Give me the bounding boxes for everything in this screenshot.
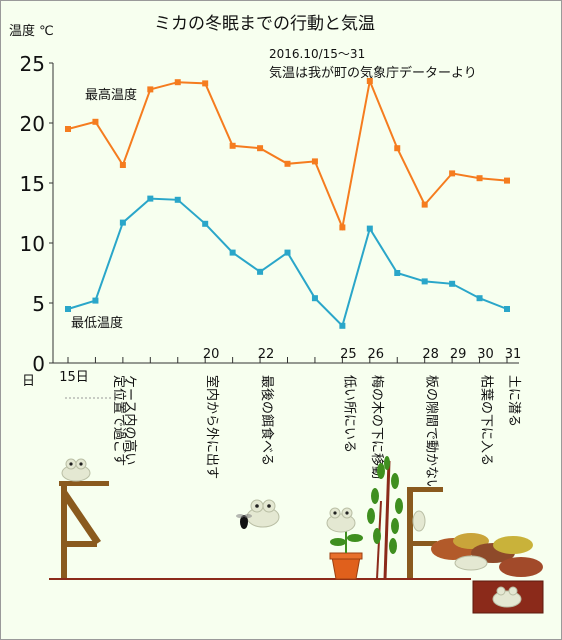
data-point [339, 322, 346, 329]
data-point [284, 249, 291, 256]
x-axis-label: 日 [22, 374, 35, 389]
y-tick-label: 25 [20, 52, 45, 76]
series-label: 最低温度 [71, 315, 123, 331]
data-point [366, 225, 373, 232]
y-tick-label: 0 [32, 352, 45, 376]
x-day-label: 29 [450, 347, 467, 362]
data-point [174, 79, 181, 86]
data-point [92, 297, 99, 304]
annotation-label: 室内から外に出す [204, 375, 220, 479]
data-point [394, 145, 401, 152]
data-point [147, 195, 154, 202]
source-note: 気温は我が町の気象庁データーより [269, 65, 477, 81]
frog-eating-icon [246, 499, 280, 528]
data-point [311, 295, 318, 302]
data-point [284, 160, 291, 167]
y-tick-label: 15 [20, 172, 45, 196]
data-point [311, 158, 318, 165]
data-point [366, 78, 373, 84]
annotation-label: 土に潜る [506, 375, 521, 427]
data-point [476, 175, 483, 182]
bug-icon [236, 514, 252, 529]
data-point [449, 280, 456, 287]
x-day-label: 30 [477, 347, 494, 362]
plum-tree-icon [367, 456, 403, 580]
soil-box-icon [472, 580, 544, 614]
period-note: 2016.10/15〜31 [269, 47, 365, 61]
annotation-label: 定位置で過ごす [111, 375, 127, 466]
wooden-shelf-illustration [59, 481, 109, 578]
annotation-label: ケース内の高い [122, 375, 138, 465]
data-point [257, 145, 264, 152]
data-point [504, 177, 510, 184]
chart-title: ミカの冬眠までの行動と気温 [154, 14, 375, 34]
annotation-label: 枯葉の下に入る [479, 375, 494, 466]
x-day-label: 22 [258, 347, 275, 362]
frog-on-plant-icon [326, 507, 356, 533]
data-point [65, 306, 71, 312]
data-point [421, 278, 428, 285]
annotation-label: 梅の木の下に移動 [369, 375, 384, 479]
series-line-min [67, 197, 508, 328]
annotation-label: 低い所にいる [341, 375, 356, 453]
data-point [229, 142, 236, 149]
x-day-label: 26 [368, 347, 385, 362]
series-label: 最高温度 [85, 87, 137, 103]
y-tick-label: 5 [32, 292, 45, 316]
dead-leaves-icon [431, 533, 543, 577]
annotation-label: 最後の餌食べる [259, 375, 275, 466]
data-point [202, 220, 209, 227]
data-point [92, 118, 99, 125]
data-point [202, 80, 209, 87]
board-gap-illustration [407, 487, 443, 578]
data-point [394, 270, 401, 276]
data-point [174, 196, 181, 203]
x-day-label: 31 [505, 347, 522, 362]
y-tick-label: 20 [20, 112, 45, 136]
data-point [476, 295, 483, 302]
data-point [119, 219, 126, 226]
data-point [65, 126, 71, 132]
frog-on-shelf-icon [61, 458, 91, 482]
x-day-label: 15日 [59, 370, 89, 385]
x-day-label: 20 [203, 347, 220, 362]
x-day-label: 25 [340, 347, 357, 362]
data-point [449, 170, 456, 177]
data-point [119, 162, 126, 168]
x-day-label: 28 [422, 347, 439, 362]
potted-plant-icon [329, 529, 363, 580]
annotation-label: 板の隙間で動かない [424, 375, 439, 492]
data-point [229, 249, 236, 256]
data-point [257, 268, 264, 275]
data-point [147, 86, 154, 93]
data-point [421, 201, 428, 208]
y-tick-label: 10 [20, 232, 45, 256]
y-axis-label: 温度 ℃ [9, 23, 54, 39]
data-point [339, 224, 346, 231]
data-point [504, 306, 510, 312]
